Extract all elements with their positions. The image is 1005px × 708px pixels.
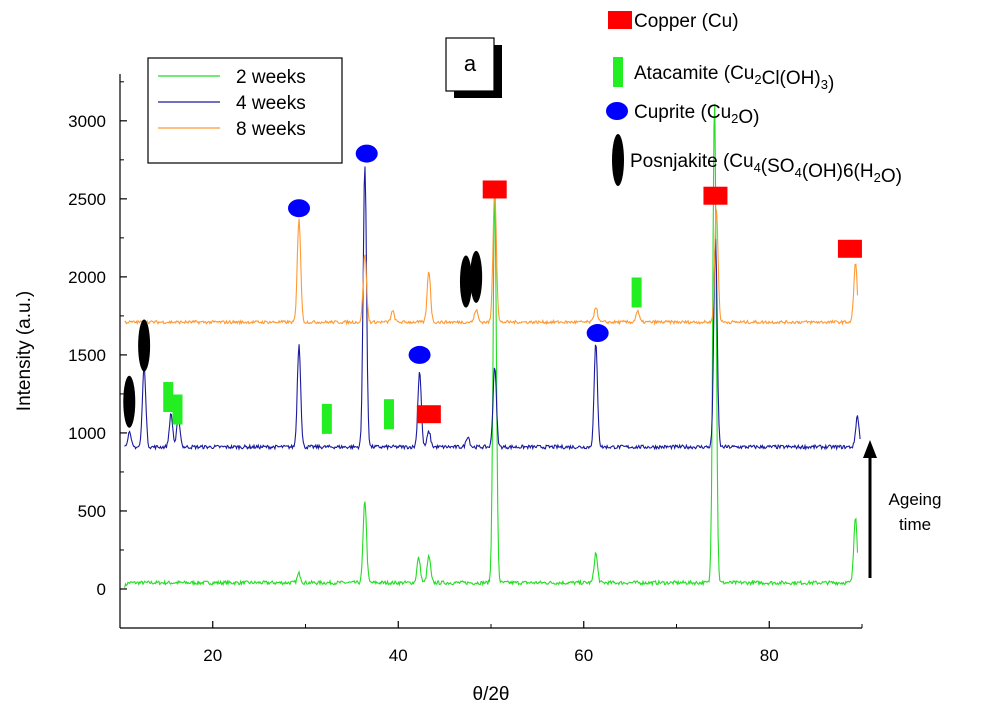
series-line-4-weeks: [124, 166, 861, 451]
phase-marker-layer: [123, 144, 862, 434]
phase-marker-cuprite: [586, 324, 609, 343]
x-tick-label: 60: [574, 646, 593, 665]
y-tick-label: 2000: [68, 268, 106, 287]
phase-marker-posnjakite: [470, 250, 483, 303]
series-line-2-weeks: [124, 103, 859, 588]
panel-label-box: [445, 37, 495, 92]
y-axis-title: Intensity (a.u.): [14, 291, 35, 411]
phase-marker-atacamite: [172, 394, 183, 425]
x-tick-label: 20: [203, 646, 222, 665]
phase-marker-copper: [837, 239, 862, 258]
x-tick-label: 40: [389, 646, 408, 665]
phase-marker-atacamite: [383, 399, 394, 430]
ageing-time-arrowhead: [863, 440, 877, 458]
phase-marker-cuprite: [288, 199, 311, 218]
series-legend-label: 4 weeks: [236, 93, 306, 114]
phase-marker-posnjakite: [459, 255, 472, 308]
phase-marker-posnjakite: [138, 319, 151, 372]
x-ticks: 20 40 60 80: [119, 621, 863, 665]
phase-legend-label: Copper (Cu): [634, 11, 739, 32]
series-legend: 2 weeks 4 weeks 8 weeks: [158, 67, 306, 140]
phase-legend-label: Posnjakite (Cu4(SO4(OH)6(H2O): [630, 151, 902, 187]
phase-marker-atacamite: [321, 403, 332, 434]
x-tick-label: 80: [760, 646, 779, 665]
y-tick-label: 3000: [68, 112, 106, 131]
phase-marker-atacamite: [163, 382, 174, 413]
phase-marker-copper: [482, 180, 507, 199]
phase-marker-cuprite: [355, 144, 378, 163]
y-tick-label: 2500: [68, 190, 106, 209]
y-tick-label: 1000: [68, 424, 106, 443]
phase-legend-label: Cuprite (Cu2O): [634, 102, 760, 128]
y-tick-label: 500: [78, 502, 106, 521]
phase-legend-marker: [606, 102, 628, 120]
y-tick-label: 1500: [68, 346, 106, 365]
series-line-8-weeks: [124, 191, 859, 326]
ageing-time-label-line2: time: [899, 515, 931, 534]
phase-legend: Copper (Cu) Atacamite (Cu2Cl(OH)3) Cuprite…: [606, 11, 902, 187]
phase-marker-atacamite: [631, 277, 642, 308]
y-ticks: 0 500 1000 1500 2000 2500 3000: [68, 81, 127, 629]
phase-marker-copper: [703, 186, 728, 205]
series-layer: [124, 103, 861, 588]
phase-legend-label: Atacamite (Cu2Cl(OH)3): [634, 63, 834, 94]
phase-legend-marker: [613, 57, 623, 87]
panel-label: a: [464, 51, 477, 76]
x-axis-title: θ/2θ: [473, 684, 510, 705]
phase-marker-cuprite: [408, 345, 431, 364]
series-legend-label: 8 weeks: [236, 119, 306, 140]
phase-legend-marker: [608, 11, 632, 29]
phase-marker-copper: [416, 405, 441, 424]
ageing-time-label-line1: Ageing: [889, 490, 942, 509]
series-legend-label: 2 weeks: [236, 67, 306, 88]
y-tick-label: 0: [97, 580, 106, 599]
phase-legend-marker: [612, 134, 624, 186]
phase-marker-posnjakite: [123, 375, 136, 428]
